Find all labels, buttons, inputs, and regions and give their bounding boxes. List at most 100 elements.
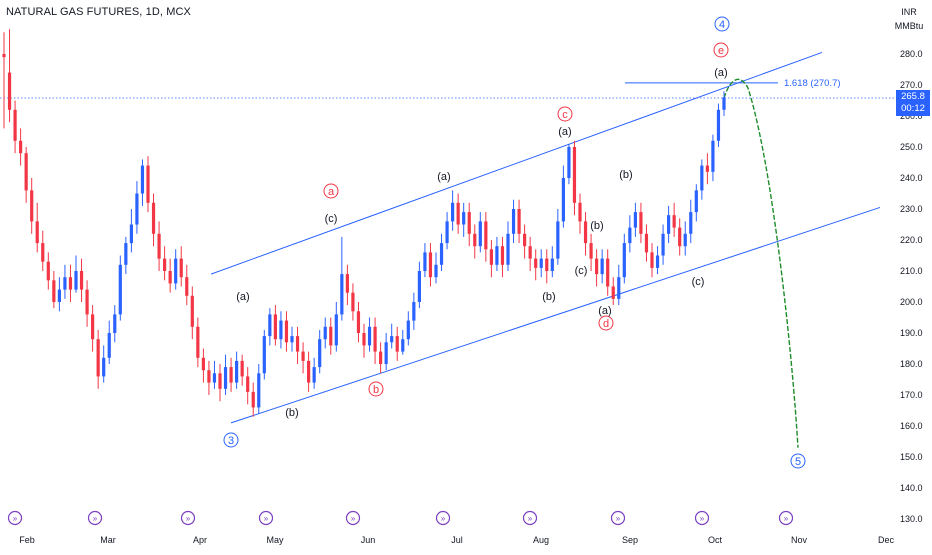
event-marker-circle bbox=[778, 510, 794, 526]
event-marker-circle bbox=[180, 510, 196, 526]
candle-body bbox=[179, 258, 183, 278]
candle-body bbox=[157, 233, 161, 259]
candle-body bbox=[235, 360, 239, 383]
candle-body bbox=[35, 221, 39, 244]
wave-circle bbox=[713, 42, 729, 58]
candle-body bbox=[74, 271, 78, 290]
event-marker-glyph: » bbox=[784, 514, 789, 523]
candle-body bbox=[196, 326, 200, 358]
y-tick-label: 250.0 bbox=[900, 142, 923, 152]
candle-body bbox=[240, 360, 244, 377]
candle-body bbox=[606, 258, 610, 287]
channel-upper-line bbox=[210, 51, 823, 275]
candle-body bbox=[223, 367, 228, 389]
wave-label: (a) bbox=[558, 126, 571, 138]
event-marker-circle bbox=[258, 510, 274, 526]
wave-labels: 1.618 (270.7) 3 4 5 a b c d e (a) (b) (c) (a) (b) (a) (… bbox=[223, 16, 841, 469]
event-marker-icon[interactable]: » bbox=[258, 510, 274, 526]
event-marker-icon[interactable]: » bbox=[522, 510, 538, 526]
wave-label: b bbox=[373, 384, 379, 396]
event-marker-icon[interactable]: » bbox=[610, 510, 626, 526]
candle-body bbox=[511, 209, 516, 234]
y-tick-label: 190.0 bbox=[900, 328, 923, 338]
wave-label: 4 bbox=[719, 19, 725, 31]
event-marker-glyph: » bbox=[186, 514, 191, 523]
wave-label: (a) bbox=[236, 291, 249, 303]
candle-body bbox=[473, 233, 477, 247]
candle-body bbox=[644, 233, 649, 253]
x-tick-label: Nov bbox=[791, 535, 808, 545]
candle-body bbox=[201, 357, 205, 371]
candle-body bbox=[722, 97, 726, 110]
candle-body bbox=[246, 376, 250, 392]
candle-body bbox=[539, 258, 543, 268]
candle-body bbox=[41, 243, 45, 262]
event-marker-icon[interactable]: » bbox=[87, 510, 103, 526]
event-marker-glyph: » bbox=[700, 514, 705, 523]
y-tick-label: 180.0 bbox=[900, 359, 923, 369]
last-price-value: 265.8 bbox=[901, 91, 925, 102]
candle-body bbox=[423, 252, 427, 271]
candle-body bbox=[63, 277, 67, 290]
y-tick-label: 170.0 bbox=[900, 390, 923, 400]
candle-body bbox=[174, 258, 178, 284]
candle-body bbox=[356, 311, 361, 333]
event-marker-icon[interactable]: » bbox=[345, 510, 361, 526]
event-marker-circle bbox=[610, 510, 626, 526]
candle-body bbox=[379, 351, 383, 364]
candle-body bbox=[667, 215, 671, 234]
candle-body bbox=[273, 314, 277, 340]
candle-body bbox=[85, 289, 89, 315]
candle-body bbox=[445, 221, 449, 244]
event-marker-icon[interactable]: » bbox=[694, 510, 710, 526]
candle-body bbox=[633, 212, 637, 228]
currency-unit-selector[interactable]: INR MMBtu bbox=[890, 5, 928, 33]
candle-body bbox=[168, 271, 172, 284]
wave-circle bbox=[790, 453, 806, 469]
wave-label: (c) bbox=[575, 265, 588, 277]
candle-body bbox=[600, 258, 604, 275]
candle-body bbox=[312, 367, 316, 383]
event-marker-icon[interactable]: » bbox=[180, 510, 196, 526]
candle-body bbox=[528, 246, 532, 259]
candle-body bbox=[7, 72, 12, 110]
candle-body bbox=[307, 360, 311, 383]
y-tick-label: 140.0 bbox=[900, 483, 923, 493]
y-tick-label: 230.0 bbox=[900, 204, 923, 214]
wave-label: (b) bbox=[285, 407, 298, 419]
candle-body bbox=[556, 221, 560, 259]
candle-body bbox=[135, 193, 139, 225]
last-price-tag: 265.8 00:12 bbox=[896, 90, 930, 116]
x-tick-label: Jul bbox=[451, 535, 463, 545]
candle-body bbox=[279, 320, 283, 340]
candle-body bbox=[362, 333, 366, 346]
wave-label: 5 bbox=[795, 456, 801, 468]
candle-body bbox=[589, 243, 593, 259]
x-tick-label: Sep bbox=[622, 535, 638, 545]
candle-body bbox=[628, 227, 632, 244]
wave-label: (a) bbox=[437, 171, 450, 183]
candle-body bbox=[478, 221, 482, 247]
event-marker-icon[interactable]: » bbox=[778, 510, 794, 526]
event-marker-icon[interactable]: » bbox=[435, 510, 451, 526]
y-tick-label: 200.0 bbox=[900, 297, 923, 307]
candle-body bbox=[207, 370, 211, 383]
projection-curve bbox=[723, 78, 799, 448]
candle-body bbox=[578, 202, 582, 222]
candle-body bbox=[683, 233, 687, 247]
event-marker-circle bbox=[522, 510, 538, 526]
candle-body bbox=[268, 314, 272, 337]
wave-label: c bbox=[562, 109, 568, 121]
candle-body bbox=[401, 339, 405, 352]
candle-body bbox=[390, 336, 394, 343]
candle-body bbox=[30, 190, 34, 222]
event-marker-glyph: » bbox=[264, 514, 269, 523]
event-marker-icon[interactable]: » bbox=[7, 510, 23, 526]
candle-body bbox=[484, 221, 488, 250]
candle-body bbox=[185, 277, 189, 296]
candle-body bbox=[617, 277, 621, 299]
candle-body bbox=[567, 147, 571, 178]
candle-body bbox=[79, 271, 84, 290]
wave-circle bbox=[368, 381, 384, 397]
